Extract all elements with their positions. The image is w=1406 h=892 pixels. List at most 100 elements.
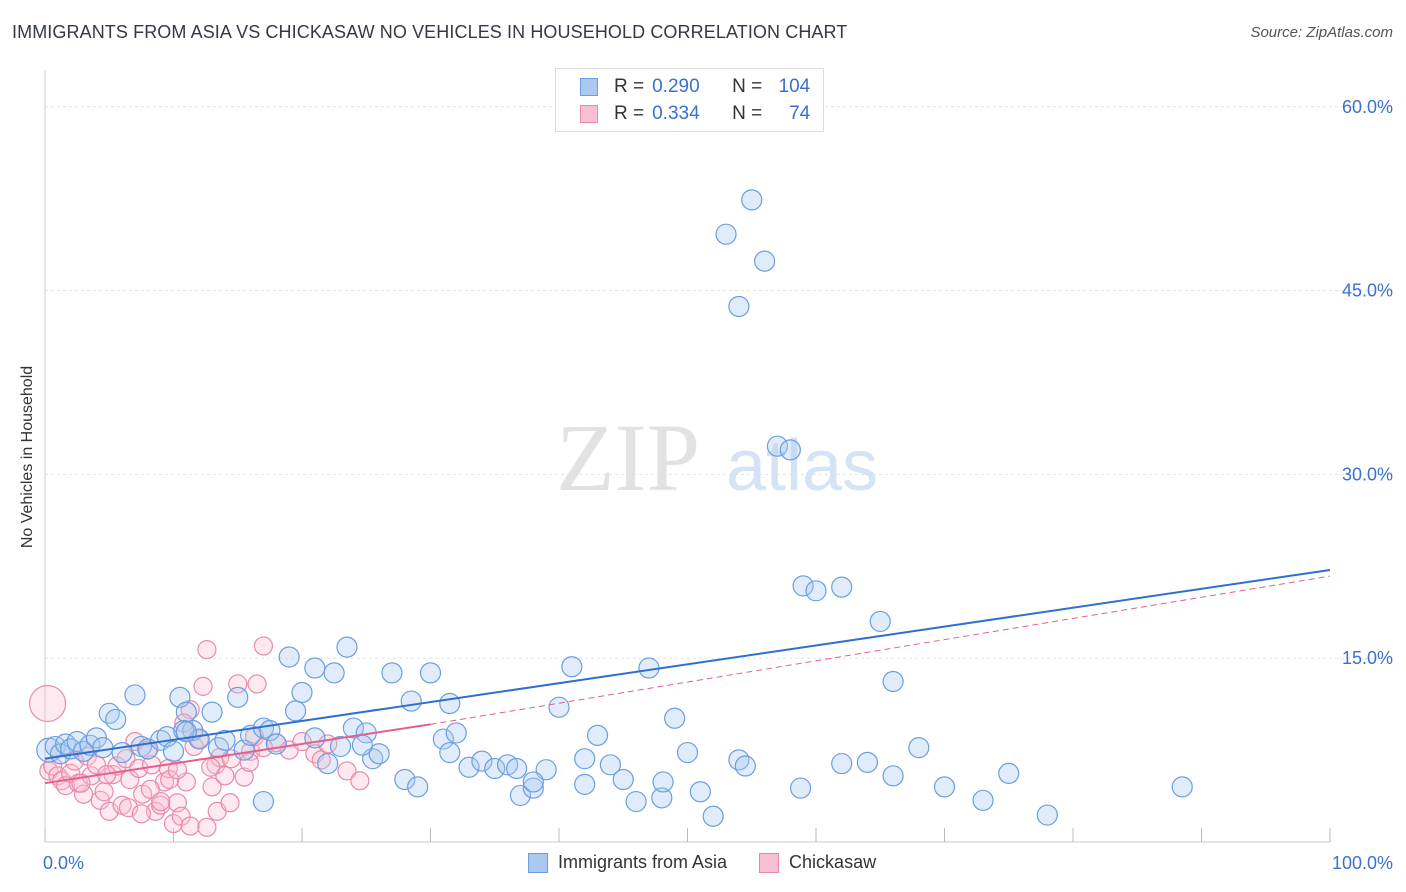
x-tick-label: 0.0% (43, 853, 84, 873)
point-immigrants-from-asia (933, 776, 956, 798)
legend-item-asia[interactable]: Immigrants from Asia (528, 852, 727, 873)
y-tick-label: 15.0% (1342, 648, 1393, 668)
legend-swatch-chickasaw (759, 852, 780, 873)
point-immigrants-from-asia (162, 740, 185, 762)
point-immigrants-from-asia (439, 741, 461, 764)
point-immigrants-from-asia (278, 646, 300, 668)
point-immigrants-from-asia (105, 708, 127, 731)
point-chickasaw (197, 640, 217, 660)
point-immigrants-from-asia (856, 751, 879, 773)
point-chickasaw (337, 761, 357, 781)
point-immigrants-from-asia (882, 670, 904, 693)
point-immigrants-from-asia (792, 575, 814, 597)
n-label: N = (732, 76, 763, 97)
trend-line-chickasaw (44, 723, 431, 785)
point-immigrants-from-asia (869, 610, 891, 633)
point-immigrants-from-asia (625, 790, 647, 813)
watermark-atlas: atlas (726, 426, 878, 506)
point-immigrants-from-asia (368, 743, 390, 765)
point-immigrants-from-asia (689, 781, 711, 803)
point-chickasaw (247, 674, 267, 694)
point-immigrants-from-asia (381, 662, 403, 684)
point-immigrants-from-asia (484, 757, 506, 780)
point-chickasaw (145, 801, 166, 821)
axes (44, 70, 1331, 843)
point-immigrants-from-asia (265, 733, 287, 755)
point-immigrants-from-asia (394, 768, 416, 791)
point-immigrants-from-asia (664, 707, 686, 729)
n-value: 104 (778, 76, 811, 97)
point-immigrants-from-asia (734, 755, 756, 777)
point-chickasaw (73, 784, 94, 804)
point-immigrants-from-asia (789, 777, 812, 799)
y-tick-label: 45.0% (1342, 281, 1393, 301)
point-chickasaw (253, 636, 274, 656)
data-points (28, 189, 1193, 837)
point-immigrants-from-asia (779, 439, 801, 461)
y-tick-label: 30.0% (1342, 464, 1393, 484)
point-chickasaw (197, 817, 217, 837)
point-immigrants-from-asia (1171, 776, 1193, 798)
point-immigrants-from-asia (753, 250, 776, 272)
point-immigrants-from-asia (49, 743, 72, 765)
point-immigrants-from-asia (728, 295, 750, 318)
point-chickasaw (201, 757, 221, 777)
r-value: 0.290 (652, 76, 700, 97)
legend-item-chickasaw[interactable]: Chickasaw (759, 852, 876, 873)
point-immigrants-from-asia (400, 690, 422, 712)
point-immigrants-from-asia (1036, 804, 1058, 826)
stats-box: R = 0.290 N = 104 R = 0.334 N = 74 (555, 68, 824, 132)
point-immigrants-from-asia (998, 762, 1020, 784)
x-tick-label: 100.0% (1332, 853, 1393, 873)
point-immigrants-from-asia (458, 756, 480, 778)
point-immigrants-from-asia (291, 681, 313, 704)
point-immigrants-from-asia (715, 223, 737, 245)
point-immigrants-from-asia (323, 662, 345, 684)
trend-line-immigrants-from-asia (44, 568, 1331, 760)
point-immigrants-from-asia (586, 724, 609, 746)
point-chickasaw (220, 793, 240, 813)
point-chickasaw (239, 752, 259, 772)
point-immigrants-from-asia (227, 686, 249, 709)
point-immigrants-from-asia (972, 789, 994, 811)
point-immigrants-from-asia (805, 580, 827, 602)
point-immigrants-from-asia (522, 777, 544, 799)
source-label: Source: ZipAtlas.com (1250, 24, 1393, 41)
point-immigrants-from-asia (908, 737, 930, 759)
point-immigrants-from-asia (522, 771, 544, 793)
point-chickasaw (160, 769, 180, 790)
x-tick-labels: 0.0% 100.0% (43, 853, 1393, 873)
chart-title: IMMIGRANTS FROM ASIA VS CHICKASAW NO VEH… (12, 22, 848, 42)
point-immigrants-from-asia (599, 754, 622, 776)
watermark-zip: ZIP (556, 404, 700, 511)
r-value: 0.334 (652, 103, 700, 124)
stats-row-asia: R = 0.290 N = 104 (580, 74, 810, 100)
point-immigrants-from-asia (702, 805, 724, 827)
point-chickasaw (28, 684, 67, 723)
point-immigrants-from-asia (342, 717, 364, 739)
point-immigrants-from-asia (612, 768, 634, 791)
point-immigrants-from-asia (304, 727, 326, 749)
point-immigrants-from-asia (561, 656, 583, 678)
point-immigrants-from-asia (317, 752, 339, 775)
point-immigrants-from-asia (471, 750, 493, 772)
point-immigrants-from-asia (98, 702, 120, 724)
point-immigrants-from-asia (419, 662, 442, 684)
legend: Immigrants from Asia Chickasaw (528, 852, 908, 873)
point-immigrants-from-asia (535, 759, 557, 781)
point-immigrants-from-asia (652, 771, 674, 793)
legend-label-asia: Immigrants from Asia (558, 852, 728, 872)
stats-swatch-asia (580, 78, 598, 96)
legend-swatch-asia (528, 852, 548, 873)
point-chickasaw (234, 767, 254, 787)
point-immigrants-from-asia (728, 749, 750, 771)
point-chickasaw (140, 779, 160, 799)
point-immigrants-from-asia (439, 692, 461, 715)
point-chickasaw (202, 777, 222, 797)
point-chickasaw (151, 791, 171, 812)
n-label: N = (732, 103, 763, 124)
point-immigrants-from-asia (548, 696, 570, 718)
r-label: R = (614, 103, 645, 124)
point-immigrants-from-asia (831, 576, 853, 598)
